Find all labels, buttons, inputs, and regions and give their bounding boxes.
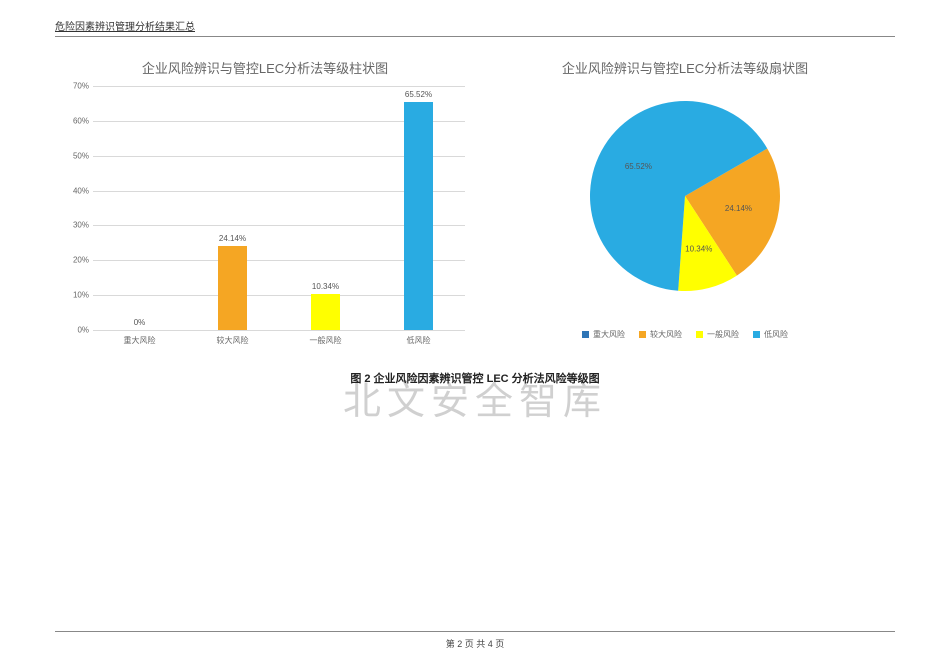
figure-caption: 图 2 企业风险因素辨识管控 LEC 分析法风险等级图	[0, 370, 950, 386]
bar-chart-ytick: 40%	[63, 186, 89, 195]
legend-label: 较大风险	[650, 329, 682, 340]
pie-chart-legend: 重大风险 较大风险 一般风险 低风险	[475, 329, 895, 340]
pie-slice-label: 24.14%	[725, 204, 752, 213]
legend-item: 重大风险	[582, 329, 625, 340]
legend-item: 较大风险	[639, 329, 682, 340]
bar-chart-ytick: 20%	[63, 256, 89, 265]
pie-chart-svg: 24.14% 10.34% 65.52%	[555, 86, 815, 306]
pie-chart-plot-area: 24.14%10.34%65.52% 重大风险较大风险一般风险低风险	[475, 86, 895, 330]
bar-chart-ytick: 30%	[63, 221, 89, 230]
bar-chart-ytick: 70%	[63, 82, 89, 91]
bar-value-label: 10.34%	[296, 282, 356, 291]
legend-label: 低风险	[764, 329, 788, 340]
legend-label: 一般风险	[707, 329, 739, 340]
bar-chart-ytick: 10%	[63, 291, 89, 300]
bar-chart-xtick: 较大风险	[217, 335, 249, 346]
legend-item: 一般风险	[696, 329, 739, 340]
legend-label: 重大风险	[593, 329, 625, 340]
bar-value-label: 24.14%	[203, 234, 263, 243]
bar-value-label: 65.52%	[389, 90, 449, 99]
pie-chart-title: 企业风险辨识与管控LEC分析法等级扇状图	[475, 58, 895, 77]
legend-item: 低风险	[753, 329, 788, 340]
bar-chart-ytick: 60%	[63, 116, 89, 125]
bar	[404, 102, 434, 330]
legend-swatch	[696, 331, 703, 338]
bar-chart-ytick: 50%	[63, 151, 89, 160]
charts-row: 企业风险辨识与管控LEC分析法等级柱状图 0%10%20%30%40%50%60…	[55, 50, 895, 360]
header-rule	[55, 36, 895, 37]
page-footer: 第 2 页 共 4 页	[0, 637, 950, 650]
footer-rule	[55, 631, 895, 632]
legend-swatch	[582, 331, 589, 338]
bar-chart-xtick: 低风险	[407, 335, 431, 346]
bar-chart-plot-area: 0%10%20%30%40%50%60%70%0%重大风险24.14%较大风险1…	[93, 86, 465, 330]
legend-swatch	[753, 331, 760, 338]
bar-chart: 企业风险辨识与管控LEC分析法等级柱状图 0%10%20%30%40%50%60…	[55, 50, 475, 360]
page-header-title: 危险因素辨识管理分析结果汇总	[55, 18, 195, 33]
bar	[218, 246, 248, 330]
pie-chart: 企业风险辨识与管控LEC分析法等级扇状图 24.14%10.34%65.52% …	[475, 50, 895, 360]
bar-chart-title: 企业风险辨识与管控LEC分析法等级柱状图	[55, 58, 475, 77]
bar-value-label: 0%	[110, 318, 170, 327]
bar-chart-gridline	[93, 86, 465, 87]
bar	[311, 294, 341, 330]
pie-slice-label: 65.52%	[625, 162, 652, 171]
bar-chart-xtick: 一般风险	[310, 335, 342, 346]
pie-slice-label: 10.34%	[685, 244, 712, 253]
bar-chart-ytick: 0%	[63, 326, 89, 335]
bar-chart-gridline	[93, 330, 465, 331]
bar-chart-xtick: 重大风险	[124, 335, 156, 346]
legend-swatch	[639, 331, 646, 338]
